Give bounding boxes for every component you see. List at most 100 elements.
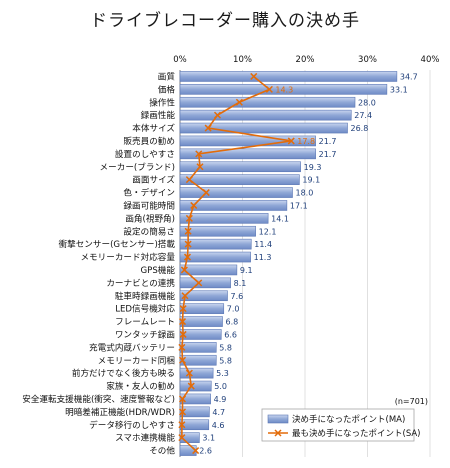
sa-point [185, 369, 193, 377]
bar-value-label: 6.6 [224, 330, 237, 339]
x-tick-label: 0% [173, 55, 187, 65]
sa-point [235, 98, 243, 106]
category-label: 安全運転支援機能(衝突、速度警報など) [22, 393, 175, 405]
category-label: メモリーカード対応容量 [80, 251, 175, 263]
sa-point [178, 434, 186, 442]
bar [179, 342, 217, 353]
sa-point [184, 240, 192, 248]
category-label: メモリーカード同梱 [98, 354, 175, 366]
bar-value-label: 27.4 [354, 111, 372, 120]
category-label: カーナビとの連携 [106, 277, 175, 289]
category-label: ワンタッチ録画 [115, 328, 175, 340]
category-label: 販売員の勧め [123, 135, 175, 147]
sa-value-label: 17.8 [297, 137, 315, 146]
bar-value-label: 8.1 [234, 279, 247, 288]
chart-title: ドライブレコーダー購入の決め手 [90, 11, 360, 31]
x-tick-label: 10% [233, 55, 252, 65]
bar-value-label: 4.9 [214, 395, 227, 404]
sa-point [192, 447, 200, 455]
sa-point [180, 266, 188, 274]
sa-point [187, 382, 195, 390]
sa-point [184, 227, 192, 235]
sa-point [196, 163, 204, 171]
sa-point [250, 72, 258, 80]
category-label: その他 [149, 445, 175, 457]
bar [179, 354, 217, 366]
bar [179, 251, 251, 263]
category-label: 画質 [158, 71, 176, 82]
bar-value-label: 5.8 [219, 356, 232, 365]
bar [179, 290, 228, 302]
bar-value-label: 17.1 [290, 201, 308, 210]
category-label: 価格 [158, 83, 176, 95]
bar [179, 406, 210, 418]
category-label: 画面サイズ [132, 174, 175, 186]
sa-point [190, 201, 198, 209]
bar [179, 174, 300, 185]
category-label: 操作性 [149, 96, 175, 108]
sample-size-note: (n=701) [395, 397, 428, 406]
category-label: 充電式内蔵バッテリー [89, 341, 175, 353]
bar [179, 419, 210, 431]
bar [179, 109, 352, 121]
bar [179, 432, 200, 443]
sa-point [202, 189, 210, 197]
category-label: データ移行のしやすさ [89, 419, 175, 431]
sa-point [195, 150, 203, 158]
bar-value-label: 21.7 [319, 150, 337, 159]
category-label: LED信号機対応 [115, 303, 175, 315]
bar-value-label: 9.1 [240, 266, 253, 275]
bar [179, 329, 222, 340]
bar-value-label: 21.7 [319, 137, 337, 146]
bar [179, 264, 238, 276]
legend-bar-swatch [267, 414, 289, 424]
legend-label: 最も決め手になったポイント(SA) [292, 428, 421, 439]
bar-value-label: 19.3 [304, 163, 322, 172]
bar-value-label: 5.3 [216, 369, 229, 378]
bar [179, 277, 231, 289]
bar [179, 84, 388, 95]
category-label: GPS機能 [141, 264, 176, 276]
sa-point [178, 318, 187, 326]
sa-point [183, 253, 192, 261]
category-label: 衝撃センサー(Gセンサー)搭載 [59, 238, 176, 250]
sa-point [179, 330, 187, 338]
x-tick-label: 40% [421, 55, 440, 65]
category-label: 駐車時録画機能 [115, 290, 176, 302]
category-label: 明暗差補正機能(HDR/WDR) [65, 406, 175, 418]
bar-value-label: 2.6 [199, 447, 212, 456]
category-label: 家族・友人の勧め [106, 380, 175, 392]
bar [179, 200, 288, 211]
sa-point [179, 305, 187, 313]
x-tick-label: 20% [296, 55, 315, 65]
bar [179, 303, 225, 314]
sa-point [265, 85, 273, 93]
bar-value-label: 14.1 [271, 214, 289, 223]
category-label: 本体サイズ [132, 122, 175, 134]
sa-point [195, 279, 203, 287]
legend-box [261, 408, 415, 442]
sa-point [181, 292, 189, 300]
category-label: スマホ連携機能 [115, 432, 175, 444]
bar-value-label: 7.0 [227, 305, 240, 314]
bar [179, 213, 269, 224]
bar-value-label: 5.8 [219, 343, 232, 352]
bar-value-label: 5.0 [214, 382, 227, 391]
bar [179, 148, 316, 160]
bar [179, 393, 211, 405]
bar-value-label: 4.7 [212, 408, 225, 417]
bar-value-label: 34.7 [400, 72, 418, 81]
bar [179, 71, 398, 82]
bar-value-label: 33.1 [390, 85, 408, 94]
bar [179, 161, 301, 173]
bar [179, 187, 293, 198]
category-label: フレームレート [115, 317, 175, 328]
bar-value-label: 11.4 [254, 240, 272, 249]
bar [179, 445, 197, 456]
category-label: 前方だけでなく後方も映る [72, 367, 175, 379]
sa-point [185, 214, 193, 222]
category-label: 設置のしやすさ [115, 148, 175, 160]
sa-point [178, 343, 186, 351]
sa-point [185, 176, 193, 184]
